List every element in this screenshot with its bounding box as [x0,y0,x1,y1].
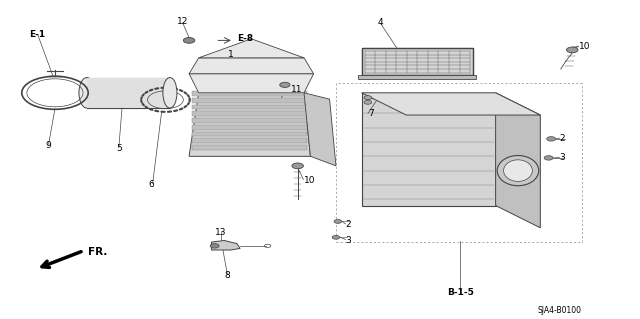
Text: 13: 13 [215,228,227,237]
Polygon shape [495,93,540,228]
Circle shape [364,96,372,100]
Text: 2: 2 [559,134,565,143]
Circle shape [183,38,195,43]
Circle shape [544,156,553,160]
Polygon shape [189,58,314,74]
Text: 11: 11 [291,85,303,94]
Text: 6: 6 [148,181,154,189]
Polygon shape [192,145,307,150]
Ellipse shape [79,78,95,108]
Text: E-8: E-8 [237,34,253,43]
Circle shape [364,100,372,104]
Circle shape [332,235,340,239]
Polygon shape [192,118,307,123]
Ellipse shape [163,78,177,108]
Polygon shape [192,125,307,130]
Text: 10: 10 [579,42,590,51]
Polygon shape [304,93,336,166]
Polygon shape [192,98,307,103]
Text: E-1: E-1 [29,30,45,39]
Text: 2: 2 [346,220,351,229]
Polygon shape [362,93,540,115]
Text: 10: 10 [304,176,316,185]
Circle shape [210,244,219,248]
Circle shape [280,82,290,87]
Polygon shape [192,105,307,109]
Polygon shape [198,39,304,58]
Text: 9: 9 [45,141,51,150]
Circle shape [547,137,556,141]
Text: 5: 5 [116,144,122,153]
Text: FR.: FR. [88,247,108,256]
Text: 8: 8 [225,271,230,280]
Polygon shape [358,75,476,79]
Circle shape [292,163,303,169]
Text: 12: 12 [177,17,188,26]
Polygon shape [211,241,240,250]
Polygon shape [362,93,495,205]
Circle shape [334,219,342,223]
Text: SJA4-B0100: SJA4-B0100 [538,306,582,315]
Text: 3: 3 [559,153,565,162]
Polygon shape [192,138,307,143]
Text: 4: 4 [378,19,383,27]
Text: 7: 7 [368,109,374,118]
Polygon shape [192,132,307,137]
Polygon shape [87,78,170,108]
Circle shape [566,47,578,53]
Text: 1: 1 [228,50,234,59]
Text: B-1-5: B-1-5 [447,288,474,297]
Polygon shape [189,74,314,93]
Ellipse shape [497,156,539,186]
Ellipse shape [504,160,532,182]
Polygon shape [362,48,473,75]
Text: 3: 3 [346,236,351,245]
Polygon shape [189,93,310,156]
Polygon shape [192,111,307,116]
Polygon shape [192,91,307,96]
